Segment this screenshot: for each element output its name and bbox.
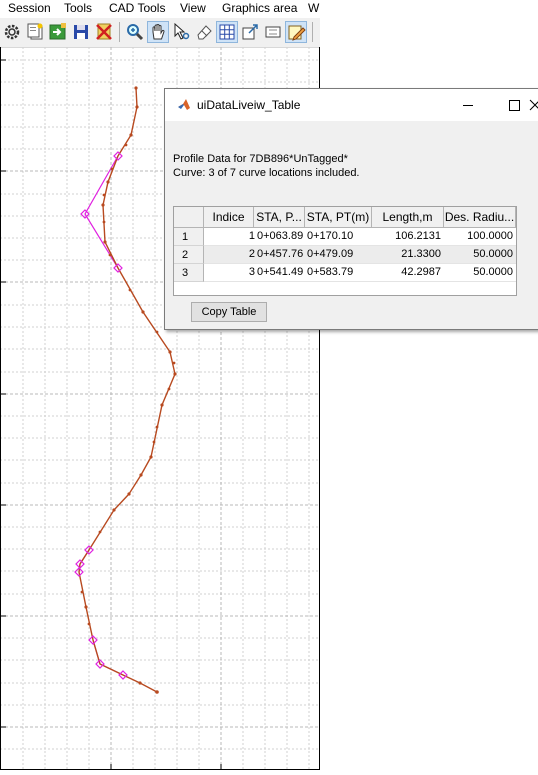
row-header[interactable]: 1 — [174, 228, 204, 246]
table-row[interactable]: 2 0+457.76 0+479.09 21.3300 50.0000 — [204, 246, 516, 264]
menu-tools[interactable]: Tools — [64, 1, 93, 15]
cell-des-radius[interactable]: 50.0000 — [473, 248, 513, 260]
eraser-button[interactable] — [193, 21, 215, 43]
menu-cad-tools[interactable]: CAD Tools — [109, 1, 166, 15]
edit-notes-icon — [288, 25, 306, 41]
table-row[interactable]: 1 0+063.89 0+170.10 106.2131 100.0000 — [204, 228, 516, 246]
new-button[interactable] — [24, 21, 46, 43]
menu-view[interactable]: View — [180, 1, 206, 15]
cell-length[interactable]: 21.3300 — [401, 248, 441, 260]
profile-info-text: Profile Data for 7DB896*UnTagged* — [173, 153, 348, 165]
column-header-indice[interactable]: Indice — [204, 207, 254, 228]
minimize-icon — [463, 105, 473, 106]
tangent-line — [84, 155, 119, 269]
fit-extent-button[interactable] — [262, 21, 284, 43]
cell-indice[interactable]: 3 — [248, 266, 255, 278]
export-button[interactable] — [239, 21, 261, 43]
cell-des-radius[interactable]: 50.0000 — [473, 266, 513, 278]
table-row[interactable]: 3 0+541.49 0+583.79 42.2987 50.0000 — [204, 264, 516, 282]
data-table-dialog: uiDataLiveiw_Table Profile Data for 7DB8… — [164, 88, 538, 330]
menu-session[interactable]: Session — [8, 1, 51, 15]
settings-button[interactable] — [1, 21, 23, 43]
alignment-polyline — [78, 87, 176, 693]
table-corner-header — [174, 207, 204, 228]
curve-data-table[interactable]: Indice STA, P... STA, PT(m) Length,m Des… — [173, 206, 517, 296]
zoom-icon — [127, 24, 144, 41]
pan-button[interactable] — [147, 21, 169, 43]
dialog-titlebar[interactable]: uiDataLiveiw_Table — [165, 89, 538, 121]
toolbar — [0, 18, 320, 48]
row-header[interactable]: 2 — [174, 246, 204, 264]
delete-button[interactable] — [93, 21, 115, 43]
pan-hand-icon — [152, 24, 165, 40]
fit-extent-icon — [265, 26, 281, 38]
close-icon — [529, 99, 538, 111]
menu-graphics-area[interactable]: Graphics area — [222, 1, 298, 15]
close-button[interactable] — [525, 89, 538, 121]
cell-sta-pc[interactable]: 0+457.76 — [257, 248, 304, 260]
curve-markers — [74, 151, 128, 680]
cell-sta-pc[interactable]: 0+063.89 — [257, 230, 304, 242]
maximize-icon — [509, 100, 520, 111]
alignment-plot[interactable] — [0, 47, 320, 770]
column-header-sta-pt[interactable]: STA, PT(m) — [305, 207, 372, 228]
maximize-button[interactable] — [491, 89, 537, 121]
cell-length[interactable]: 42.2987 — [401, 266, 441, 278]
grid-toggle-button[interactable] — [216, 21, 238, 43]
grid-icon — [219, 24, 235, 40]
alignment-vertices — [80, 86, 177, 694]
new-document-icon — [27, 23, 43, 40]
cell-sta-pc[interactable]: 0+541.49 — [257, 266, 304, 278]
pick-point-button[interactable] — [170, 21, 192, 43]
dialog-title: uiDataLiveiw_Table — [197, 98, 301, 112]
cell-sta-pt[interactable]: 0+170.10 — [307, 230, 354, 242]
gear-icon — [4, 24, 20, 40]
eraser-icon — [197, 25, 212, 40]
row-header[interactable]: 3 — [174, 264, 204, 282]
cell-des-radius[interactable]: 100.0000 — [467, 230, 513, 242]
column-header-length[interactable]: Length,m — [372, 207, 444, 228]
delete-icon — [96, 23, 112, 40]
menu-bar: Session Tools CAD Tools View Graphics ar… — [0, 0, 538, 17]
matlab-logo-icon — [178, 99, 190, 110]
pick-point-icon — [174, 22, 190, 40]
export-icon — [242, 24, 258, 40]
curve-info-text: Curve: 3 of 7 curve locations included. — [173, 167, 360, 179]
import-button[interactable] — [47, 21, 69, 43]
save-button[interactable] — [70, 21, 92, 43]
copy-table-button[interactable]: Copy Table — [191, 302, 267, 322]
zoom-button[interactable] — [124, 21, 146, 43]
menu-window[interactable]: W — [308, 1, 320, 15]
column-header-des-radius[interactable]: Des. Radiu... — [444, 207, 516, 228]
plot-grid — [0, 47, 320, 770]
toolbar-separator — [119, 22, 120, 42]
cell-length[interactable]: 106.2131 — [395, 230, 441, 242]
cell-indice[interactable]: 1 — [248, 230, 255, 242]
minimize-button[interactable] — [445, 89, 491, 121]
column-header-sta-pc[interactable]: STA, P... — [254, 207, 305, 228]
cell-indice[interactable]: 2 — [248, 248, 255, 260]
edit-notes-button[interactable] — [285, 21, 307, 43]
save-icon — [74, 25, 88, 39]
import-icon — [49, 23, 66, 40]
toolbar-separator — [312, 22, 313, 42]
cell-sta-pt[interactable]: 0+479.09 — [307, 248, 354, 260]
cell-sta-pt[interactable]: 0+583.79 — [307, 266, 354, 278]
